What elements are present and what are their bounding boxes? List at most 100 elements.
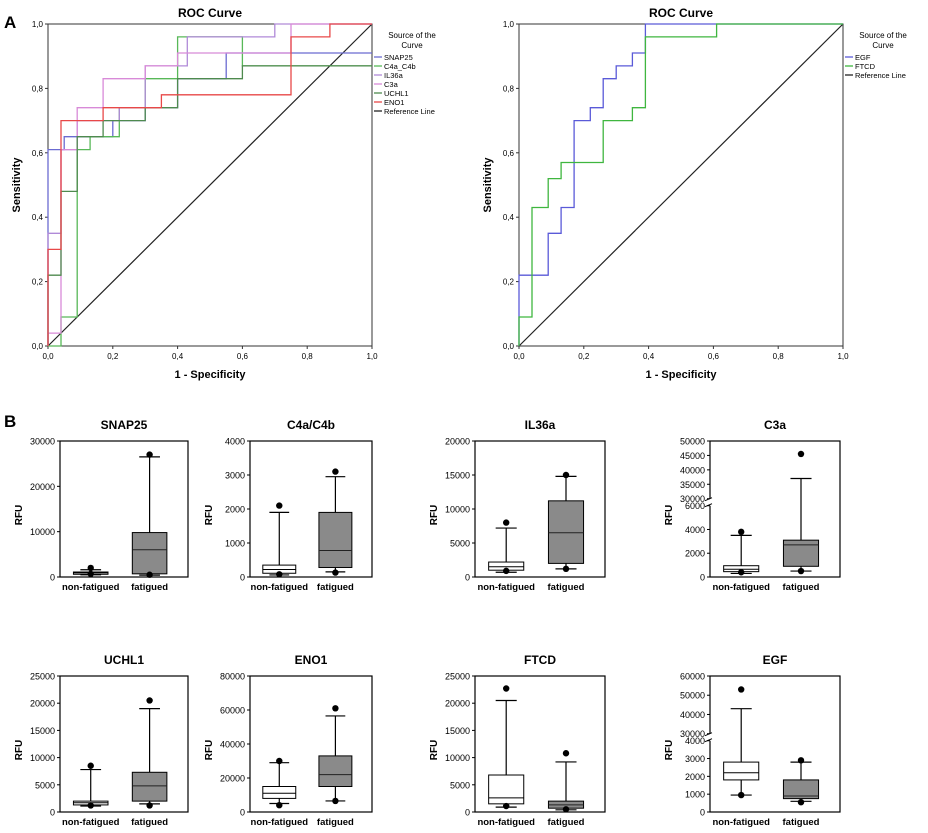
legend-title: Source of the — [859, 31, 907, 40]
box-fatigued — [782, 757, 820, 806]
y-tick-label: 20000 — [220, 774, 245, 784]
box-iqr — [318, 755, 353, 788]
outlier-point — [797, 757, 805, 764]
x-category-label: fatigued — [783, 817, 820, 828]
chart-title: EGF — [763, 653, 788, 667]
box-iqr — [318, 511, 353, 568]
y-tick-label: 0 — [240, 573, 245, 583]
y-tick-label: 45000 — [680, 451, 705, 461]
y-tick-label: 10000 — [445, 753, 470, 763]
y-tick-label: 0,8 — [503, 84, 515, 93]
chart-title: C3a — [764, 418, 786, 432]
y-tick-label: 1,0 — [503, 20, 515, 29]
box-iqr — [131, 532, 168, 575]
outlier-point — [276, 571, 283, 578]
outlier-point — [562, 806, 570, 813]
y-tick-label: 5000 — [450, 539, 470, 549]
y-axis-label: RFU — [204, 740, 215, 761]
x-category-label: non-fatigued — [251, 817, 309, 828]
y-axis-label: RFU — [14, 740, 25, 761]
y-tick-label: 0,8 — [32, 84, 44, 93]
x-category-label: non-fatigued — [477, 817, 535, 828]
roc-curve-ftcd — [518, 23, 843, 346]
box-fatigued — [131, 451, 168, 578]
x-category-label: non-fatigued — [477, 582, 535, 593]
y-tick-label: 60000 — [220, 706, 245, 716]
y-tick-label: 50000 — [680, 691, 705, 701]
outlier-point — [562, 565, 570, 573]
chart-title: UCHL1 — [104, 653, 144, 667]
outlier-point — [276, 502, 283, 509]
x-category-label: non-fatigued — [251, 582, 309, 593]
y-tick-label: 30000 — [30, 437, 55, 447]
y-tick-label: 6000 — [685, 501, 705, 511]
y-tick-label: 30000 — [680, 729, 705, 739]
x-category-label: fatigued — [131, 817, 168, 828]
y-axis-label: RFU — [14, 505, 25, 526]
outlier-point — [87, 570, 94, 578]
outlier-point — [797, 450, 805, 458]
x-tick-label: 0,2 — [578, 352, 590, 361]
x-tick-label: 1,0 — [366, 352, 378, 361]
y-tick-label: 0 — [465, 808, 470, 818]
legend-label: SNAP25 — [384, 53, 413, 62]
chart-title: SNAP25 — [101, 418, 148, 432]
outlier-point — [146, 802, 153, 809]
outlier-point — [738, 528, 745, 536]
box-iqr — [782, 779, 820, 800]
y-tick-label: 0 — [50, 573, 55, 583]
legend-label: FTCD — [855, 62, 876, 71]
x-axis-label: 1 - Specificity — [175, 369, 247, 381]
legend-label: Reference Line — [384, 107, 435, 116]
x-category-label: fatigued — [548, 817, 585, 828]
x-tick-label: 0,4 — [172, 352, 184, 361]
y-tick-label: 4000 — [685, 736, 705, 746]
y-tick-label: 15000 — [30, 726, 55, 736]
x-tick-label: 0,0 — [42, 352, 54, 361]
plot-frame — [59, 675, 189, 813]
legend-label: IL36a — [384, 71, 404, 80]
y-tick-label: 10000 — [445, 505, 470, 515]
y-tick-label: 10000 — [30, 753, 55, 763]
box-non-fatigued — [72, 762, 109, 809]
x-category-label: non-fatigued — [62, 817, 120, 828]
y-tick-label: 20000 — [30, 482, 55, 492]
y-tick-label: 2000 — [685, 772, 705, 782]
y-tick-label: 0,4 — [32, 213, 44, 222]
outlier-point — [146, 697, 153, 704]
y-axis-label: Sensitivity — [482, 157, 494, 213]
roc-curve-egf — [518, 23, 843, 346]
y-axis-label: RFU — [664, 740, 675, 761]
outlier-point — [146, 451, 153, 458]
boxplot-il36a: IL36a 0 5000 10000 15000 20000 RFU non-fatigued… — [429, 418, 606, 593]
x-tick-label: 0,6 — [237, 352, 249, 361]
y-tick-label: 4000 — [225, 437, 245, 447]
x-tick-label: 1,0 — [837, 352, 849, 361]
x-tick-label: 0,0 — [513, 352, 525, 361]
y-tick-label: 40000 — [680, 465, 705, 475]
chart-title: C4a/C4b — [287, 418, 335, 432]
outlier-point — [276, 757, 283, 765]
y-tick-label: 20000 — [30, 699, 55, 709]
x-tick-label: 0,8 — [302, 352, 314, 361]
y-tick-label: 40000 — [680, 710, 705, 720]
reference-line — [47, 23, 373, 347]
box-iqr — [488, 774, 525, 805]
chart-title: FTCD — [524, 653, 556, 667]
y-tick-label: 0,4 — [503, 213, 515, 222]
x-category-label: fatigued — [131, 582, 168, 593]
chart-title: ROC Curve — [649, 6, 713, 20]
x-category-label: fatigued — [548, 582, 585, 593]
x-tick-label: 0,4 — [643, 352, 655, 361]
y-axis-label: RFU — [429, 740, 440, 761]
y-tick-label: 0,0 — [32, 342, 44, 351]
charts: ROC Curve 0,0 0,2 0,4 0,6 0,8 1,0 0,0 0,2 0,4 0,6 0… — [11, 6, 907, 828]
outlier-point — [738, 569, 745, 576]
y-tick-label: 35000 — [680, 480, 705, 490]
box-non-fatigued — [488, 519, 525, 575]
y-tick-label: 3000 — [685, 754, 705, 764]
y-axis-label: RFU — [204, 505, 215, 526]
y-tick-label: 0 — [240, 808, 245, 818]
x-category-label: fatigued — [317, 817, 354, 828]
